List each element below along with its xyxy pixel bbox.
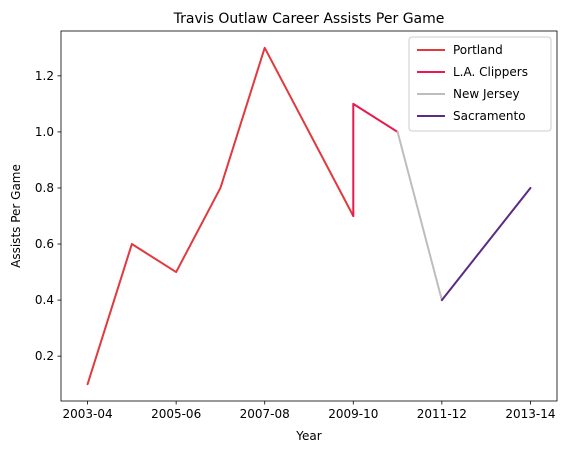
y-tick-label: 1.2 (35, 69, 54, 83)
x-tick-label: 2003-04 (63, 407, 113, 421)
x-tick-label: 2005-06 (151, 407, 201, 421)
series-line-3 (440, 186, 532, 302)
y-axis: 0.2 0.4 0.6 0.8 1.0 1.2 (35, 69, 61, 363)
y-tick-label: 0.4 (35, 293, 54, 307)
series-line-1 (352, 102, 399, 217)
x-tick-label: 2013-14 (505, 407, 555, 421)
y-tick-label: 0.8 (35, 181, 54, 195)
chart-title: Travis Outlaw Career Assists Per Game (173, 11, 445, 27)
x-tick-label: 2007-08 (240, 407, 290, 421)
legend-label: Portland (453, 43, 503, 57)
series-line-0 (86, 46, 355, 386)
y-tick-label: 0.2 (35, 349, 54, 363)
legend-label: Sacramento (453, 109, 526, 123)
legend-box (408, 36, 552, 132)
series-line-2 (396, 130, 443, 302)
y-tick-label: 0.6 (35, 237, 54, 251)
x-axis: 2003-04 2005-06 2007-08 2009-10 2011-12 2013-… (63, 401, 555, 421)
x-tick-label: 2009-10 (328, 407, 378, 421)
x-tick-label: 2011-12 (417, 407, 467, 421)
plot-frame (60, 30, 558, 402)
legend-label: L.A. Clippers (453, 65, 528, 79)
legend: Portland L.A. Clippers New Jersey Sacrament… (408, 36, 552, 132)
x-axis-label: Year (295, 429, 321, 443)
plot-lines (86, 46, 532, 386)
legend-label: New Jersey (453, 87, 520, 101)
y-tick-label: 1.0 (35, 125, 54, 139)
y-axis-label: Assists Per Game (9, 164, 23, 268)
